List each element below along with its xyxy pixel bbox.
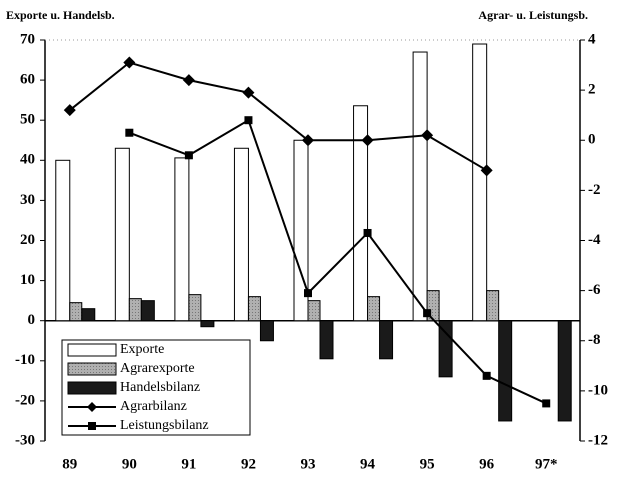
x-tick-label: 92: [241, 456, 256, 472]
x-tick-label: 97*: [535, 456, 558, 472]
diamond-marker: [123, 56, 136, 69]
y-tick-label: -30: [15, 432, 35, 448]
y-tick-label: 40: [20, 152, 35, 168]
y2-tick-label: -12: [588, 432, 608, 448]
x-tick-label: 95: [420, 456, 435, 472]
line: [69, 61, 488, 172]
y-tick-label: 70: [20, 31, 35, 47]
y2-axis-title: Agrar- u. Leistungsb.: [478, 8, 588, 22]
square-marker: [423, 309, 432, 318]
legend-label: Leistungsbilanz: [120, 418, 209, 433]
bar: [247, 296, 261, 322]
line: [128, 118, 547, 405]
square-marker: [125, 128, 134, 137]
bar: [259, 320, 274, 342]
y-tick-label: 0: [28, 312, 36, 328]
square-marker: [304, 289, 312, 298]
bar: [55, 159, 71, 322]
x-tick-label: 96: [479, 456, 495, 472]
bar: [81, 308, 96, 322]
legend-marker: [87, 402, 97, 412]
y-tick-label: 10: [20, 272, 35, 288]
legend-swatch: [67, 381, 117, 395]
bar: [319, 320, 334, 360]
bar: [498, 320, 513, 422]
x-tick-label: 93: [301, 456, 316, 472]
legend-marker: [88, 422, 96, 430]
bar: [140, 300, 155, 322]
diamond-marker: [63, 104, 76, 117]
bar: [353, 105, 369, 322]
bar: [233, 147, 249, 322]
bar: [557, 320, 572, 422]
bar: [412, 51, 428, 322]
legend-swatch: [67, 343, 117, 357]
square-marker: [363, 228, 372, 237]
y-tick-label: -20: [15, 392, 35, 408]
bar: [307, 300, 321, 322]
bar: [486, 290, 500, 322]
legend-label: Agrarbilanz: [120, 399, 187, 414]
y-axis-title: Exporte u. Handelsb.: [6, 8, 115, 22]
diamond-marker: [421, 129, 434, 142]
square-marker: [184, 151, 193, 160]
bar: [367, 296, 381, 322]
bar: [293, 139, 309, 322]
legend-label: Agrarexporte: [120, 361, 195, 376]
legend-label: Exporte: [120, 342, 164, 357]
x-tick-label: 90: [122, 456, 137, 472]
bar: [128, 298, 142, 322]
x-tick-label: 94: [360, 456, 376, 472]
bar: [379, 320, 394, 360]
y-tick-label: 50: [20, 112, 35, 128]
y2-tick-label: -4: [588, 232, 601, 248]
y2-tick-label: 0: [588, 132, 596, 148]
square-marker: [244, 116, 253, 125]
y-tick-label: 30: [20, 192, 35, 208]
y2-tick-label: 4: [588, 31, 596, 47]
diamond-marker: [480, 164, 493, 177]
diamond-marker: [242, 86, 255, 99]
y2-tick-label: -2: [588, 182, 601, 198]
legend-swatch: [67, 362, 117, 376]
y2-tick-label: -10: [588, 382, 608, 398]
diamond-marker: [182, 74, 195, 87]
square-marker: [542, 399, 551, 408]
y2-tick-label: 2: [588, 82, 596, 98]
y2-tick-label: -6: [588, 282, 601, 298]
y-tick-label: 60: [20, 72, 35, 88]
x-tick-label: 91: [181, 456, 196, 472]
bar: [114, 147, 130, 322]
bar: [188, 294, 202, 322]
bar: [200, 320, 215, 328]
y-tick-label: -10: [15, 352, 35, 368]
diamond-marker: [302, 134, 314, 147]
bar: [472, 43, 488, 322]
bar: [69, 302, 83, 322]
y-tick-label: 20: [20, 232, 35, 248]
legend-label: Handelsbilanz: [120, 380, 200, 395]
bar: [174, 157, 190, 322]
square-marker: [482, 371, 491, 380]
diamond-marker: [361, 134, 374, 147]
x-tick-label: 89: [62, 456, 77, 472]
y2-tick-label: -8: [588, 332, 601, 348]
